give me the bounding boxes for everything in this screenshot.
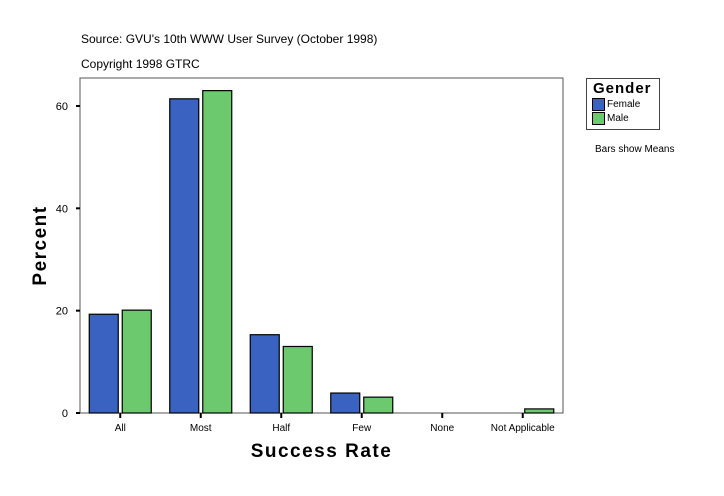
bar-female-most xyxy=(169,98,200,414)
x-tick-label: Few xyxy=(352,423,372,434)
y-tick-label: 40 xyxy=(56,203,68,215)
bar-male-few xyxy=(363,396,394,414)
y-tick-label: 20 xyxy=(56,306,68,318)
x-axis-title: Success Rate xyxy=(251,441,393,462)
bar-male-not-applicable xyxy=(524,408,555,414)
bars-note: Bars show Means xyxy=(595,144,675,155)
x-tick-label: Most xyxy=(190,423,212,434)
bar-female-few xyxy=(330,392,361,414)
y-axis-title: Percent xyxy=(30,205,51,285)
bar-female-half xyxy=(249,334,280,414)
y-tick-label: 0 xyxy=(62,408,68,420)
bar-female-all xyxy=(88,313,119,414)
x-tick-label: Half xyxy=(272,423,290,434)
plot-area xyxy=(79,77,564,414)
legend-label-male: Male xyxy=(607,113,629,124)
legend-label-female: Female xyxy=(607,99,641,110)
x-tick-label: Not Applicable xyxy=(491,423,555,434)
copyright-text: Copyright 1998 GTRC xyxy=(81,57,200,71)
y-tick-label: 60 xyxy=(56,101,68,113)
legend-title: Gender xyxy=(593,80,652,97)
x-tick-label: All xyxy=(115,423,126,434)
bar-male-all xyxy=(121,309,152,414)
legend: Gender Female Male xyxy=(586,78,660,130)
x-tick-label: None xyxy=(430,423,454,434)
legend-item-male: Male xyxy=(592,112,629,125)
legend-swatch-male xyxy=(592,112,605,125)
bar-male-half xyxy=(282,345,313,414)
legend-item-female: Female xyxy=(592,98,640,111)
legend-swatch-female xyxy=(592,98,605,111)
source-text: Source: GVU's 10th WWW User Survey (Octo… xyxy=(81,32,378,46)
bar-male-most xyxy=(202,90,233,414)
